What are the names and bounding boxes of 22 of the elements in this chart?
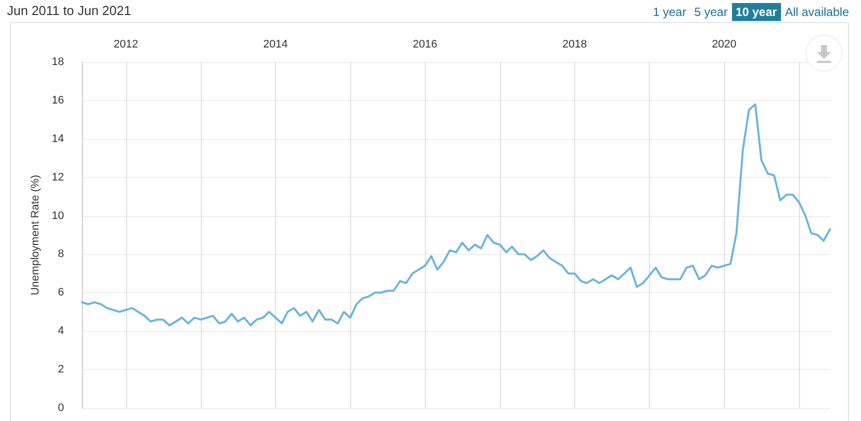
y-axis-title: Unemployment Rate (%)	[29, 174, 42, 296]
y-tick-label: 8	[58, 248, 64, 260]
text: 10 year	[732, 3, 781, 21]
text: 1 year	[652, 4, 688, 21]
x-tick-label: 2020	[712, 38, 736, 50]
y-tick-label: 16	[52, 94, 64, 106]
y-tick-label: 10	[52, 210, 64, 222]
x-tick-label: 2014	[263, 38, 288, 50]
x-tick-label: 2012	[114, 38, 138, 50]
y-tick-label: 0	[58, 402, 64, 414]
x-tick-label: 2016	[412, 38, 438, 50]
text: All available	[784, 4, 850, 21]
x-tick-label: 2018	[562, 38, 587, 50]
y-tick-label: 4	[58, 325, 64, 338]
line-series	[81, 103, 831, 326]
chart-title: Jun 2011 to Jun 2021	[7, 3, 132, 18]
y-tick-label: 2	[58, 364, 64, 376]
text: 5 year	[693, 4, 729, 21]
y-tick-label: 6	[58, 286, 64, 299]
y-tick-label: 18	[52, 56, 64, 68]
y-tick-label: 14	[52, 132, 64, 145]
y-tick-label: 12	[52, 171, 64, 184]
